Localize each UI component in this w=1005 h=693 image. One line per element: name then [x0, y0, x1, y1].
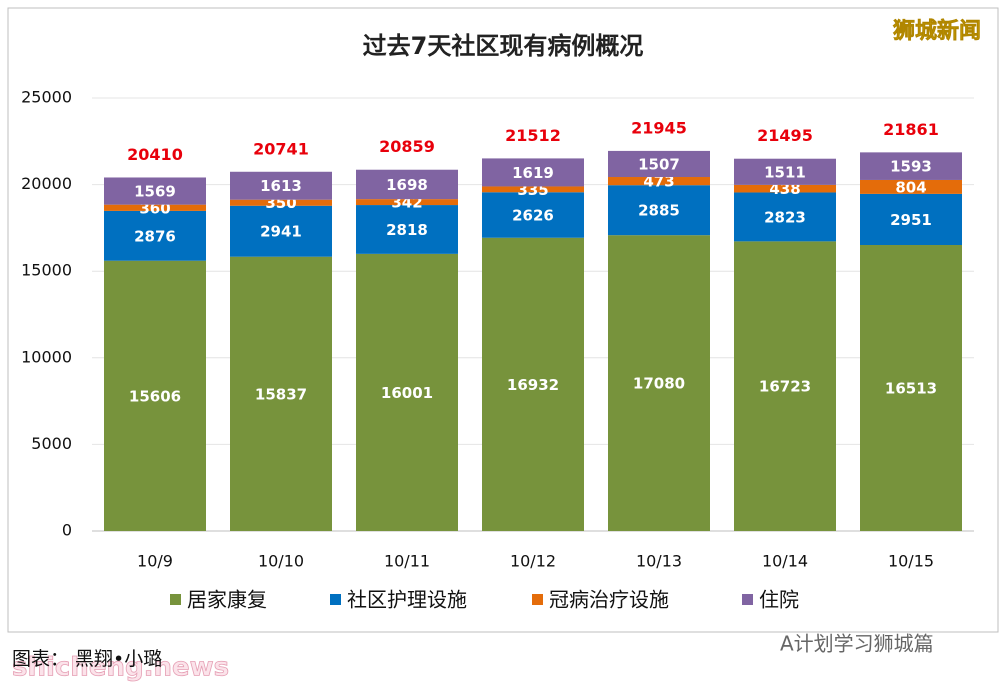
data-label: 2823: [764, 208, 806, 226]
bar-segment: [104, 177, 206, 205]
data-label: 16723: [759, 378, 811, 396]
bar-segment: [734, 192, 836, 242]
chart-title: 过去7天社区现有病例概况: [363, 32, 644, 60]
bar-segment: [860, 152, 962, 180]
legend-swatch: [170, 594, 181, 605]
bar-segment: [860, 179, 962, 194]
bar-segment: [230, 256, 332, 531]
data-label: 1507: [638, 155, 680, 173]
bar-segment: [860, 244, 962, 531]
legend-swatch: [532, 594, 543, 605]
x-tick-label: 10/15: [888, 552, 934, 571]
total-label: 20410: [127, 145, 183, 164]
data-label: 2951: [890, 211, 932, 229]
y-tick-label: 25000: [21, 88, 72, 107]
data-label: 16001: [381, 384, 433, 402]
total-label: 21861: [883, 120, 939, 139]
data-label: 2941: [260, 223, 302, 241]
bar-segment: [860, 193, 962, 245]
data-label: 17080: [633, 375, 685, 393]
watermark: 狮城新闻: [893, 18, 981, 44]
bar-segment: [734, 241, 836, 531]
x-tick-label: 10/9: [137, 552, 173, 571]
x-tick-label: 10/10: [258, 552, 304, 571]
total-label: 21945: [631, 118, 687, 137]
legend-swatch: [330, 594, 341, 605]
bar-segment: [482, 186, 584, 193]
bar-segment: [356, 205, 458, 254]
data-label: 2876: [134, 227, 176, 245]
bar-segment: [734, 184, 836, 193]
total-label: 20741: [253, 139, 309, 158]
data-label: 15606: [129, 387, 181, 405]
data-label: 2626: [512, 206, 554, 224]
bar-segment: [482, 192, 584, 238]
data-label: 2818: [386, 221, 428, 239]
watermark: shicheng.news: [12, 653, 229, 683]
bar-segment: [482, 237, 584, 531]
data-label: 1569: [134, 183, 176, 201]
bar-segment: [230, 171, 332, 200]
legend-label: 社区护理设施: [347, 588, 467, 612]
bar-segment: [482, 158, 584, 187]
legend-swatch: [742, 594, 753, 605]
bar-segment: [104, 204, 206, 211]
bar-segment: [734, 158, 836, 185]
data-label: 1593: [890, 158, 932, 176]
bar-segment: [608, 185, 710, 236]
total-label: 21512: [505, 126, 561, 145]
y-tick-label: 0: [62, 521, 72, 540]
bar-segment: [356, 199, 458, 206]
data-label: 16932: [507, 376, 559, 394]
total-label: 21495: [757, 126, 813, 145]
x-tick-label: 10/12: [510, 552, 556, 571]
y-tick-label: 5000: [31, 434, 72, 453]
x-tick-label: 10/13: [636, 552, 682, 571]
bar-segment: [608, 235, 710, 532]
bar-segment: [356, 169, 458, 200]
watermark: A计划学习狮城篇: [780, 632, 934, 656]
data-label: 1698: [386, 176, 428, 194]
legend-label: 冠病治疗设施: [549, 588, 669, 612]
y-tick-label: 15000: [21, 261, 72, 280]
bar-segment: [104, 210, 206, 261]
bar-segment: [608, 177, 710, 186]
legend-label: 居家康复: [187, 588, 267, 612]
data-label: 2885: [638, 202, 680, 220]
data-label: 1511: [764, 163, 806, 181]
y-tick-label: 10000: [21, 347, 72, 366]
bar-segment: [356, 253, 458, 532]
data-label: 15837: [255, 385, 307, 403]
data-label: 473: [643, 173, 674, 191]
x-tick-label: 10/11: [384, 552, 430, 571]
bar-segment: [104, 260, 206, 531]
y-tick-label: 20000: [21, 174, 72, 193]
bar-segment: [230, 205, 332, 257]
data-label: 1619: [512, 164, 554, 182]
credit: 图表： 黑翔•小璐: [12, 648, 162, 670]
legend-label: 住院: [759, 588, 799, 612]
data-label: 16513: [885, 379, 937, 397]
bar-segment: [608, 150, 710, 178]
total-label: 20859: [379, 137, 435, 156]
data-label: 804: [895, 178, 926, 196]
bar-segment: [230, 199, 332, 206]
x-tick-label: 10/14: [762, 552, 808, 571]
data-label: 1613: [260, 177, 302, 195]
